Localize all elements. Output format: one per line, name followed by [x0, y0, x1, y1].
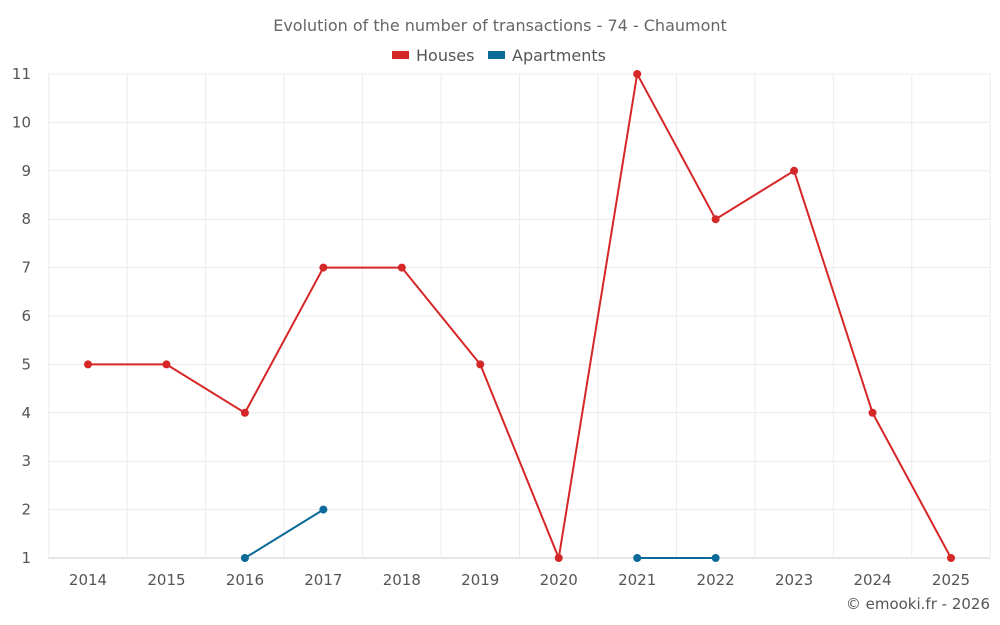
data-point[interactable]: [319, 505, 328, 514]
y-tick-label: 1: [21, 549, 31, 567]
y-tick-label: 11: [12, 65, 31, 83]
data-point[interactable]: [790, 166, 799, 175]
x-tick-label: 2017: [304, 571, 342, 589]
x-tick-label: 2022: [697, 571, 735, 589]
y-tick-label: 8: [21, 210, 31, 228]
y-tick-label: 7: [21, 259, 31, 277]
legend-swatch: [488, 51, 505, 59]
legend-swatch: [392, 51, 409, 59]
x-tick-label: 2019: [461, 571, 499, 589]
y-tick-label: 9: [21, 162, 31, 180]
data-point[interactable]: [554, 554, 563, 562]
x-tick-label: 2025: [932, 571, 970, 589]
data-point[interactable]: [633, 554, 642, 562]
data-point[interactable]: [868, 408, 877, 417]
chart-title: Evolution of the number of transactions …: [273, 16, 727, 35]
credit-text: © emooki.fr - 2026: [846, 595, 990, 613]
data-point[interactable]: [397, 263, 406, 272]
y-tick-label: 3: [21, 452, 31, 470]
data-point[interactable]: [240, 408, 249, 417]
legend-label[interactable]: Apartments: [512, 46, 606, 65]
data-point[interactable]: [162, 360, 171, 369]
x-tick-label: 2014: [69, 571, 107, 589]
series-layer: [84, 70, 955, 562]
data-point[interactable]: [476, 360, 485, 369]
series-line: [88, 70, 952, 562]
data-point[interactable]: [240, 554, 249, 562]
y-tick-label: 6: [21, 307, 31, 325]
x-tick-label: 2023: [775, 571, 813, 589]
data-point[interactable]: [711, 554, 720, 562]
data-point[interactable]: [711, 215, 720, 224]
y-tick-label: 10: [12, 113, 31, 131]
y-tick-label: 5: [21, 355, 31, 373]
series-houses: [84, 70, 955, 562]
grid: [48, 73, 991, 559]
data-point[interactable]: [84, 360, 92, 369]
x-tick-label: 2016: [226, 571, 264, 589]
data-point[interactable]: [319, 263, 328, 272]
y-tick-label: 4: [21, 404, 31, 422]
x-tick-label: 2024: [853, 571, 891, 589]
series-line: [244, 508, 324, 559]
y-axis-ticks: 1 2 3 4 5 6 7 8 9 10 11: [12, 65, 31, 567]
series-apartments: [240, 505, 720, 562]
legend: Houses Apartments: [392, 46, 606, 65]
x-tick-label: 2021: [618, 571, 656, 589]
y-tick-label: 2: [21, 501, 31, 519]
x-axis-ticks: 2014 2015 2016 2017 2018 2019 2020 2021 2022 2023…: [69, 571, 970, 589]
x-tick-label: 2020: [540, 571, 578, 589]
data-point[interactable]: [947, 554, 955, 562]
data-point[interactable]: [633, 70, 642, 78]
legend-label[interactable]: Houses: [416, 46, 474, 65]
x-tick-label: 2018: [383, 571, 421, 589]
x-tick-label: 2015: [147, 571, 185, 589]
